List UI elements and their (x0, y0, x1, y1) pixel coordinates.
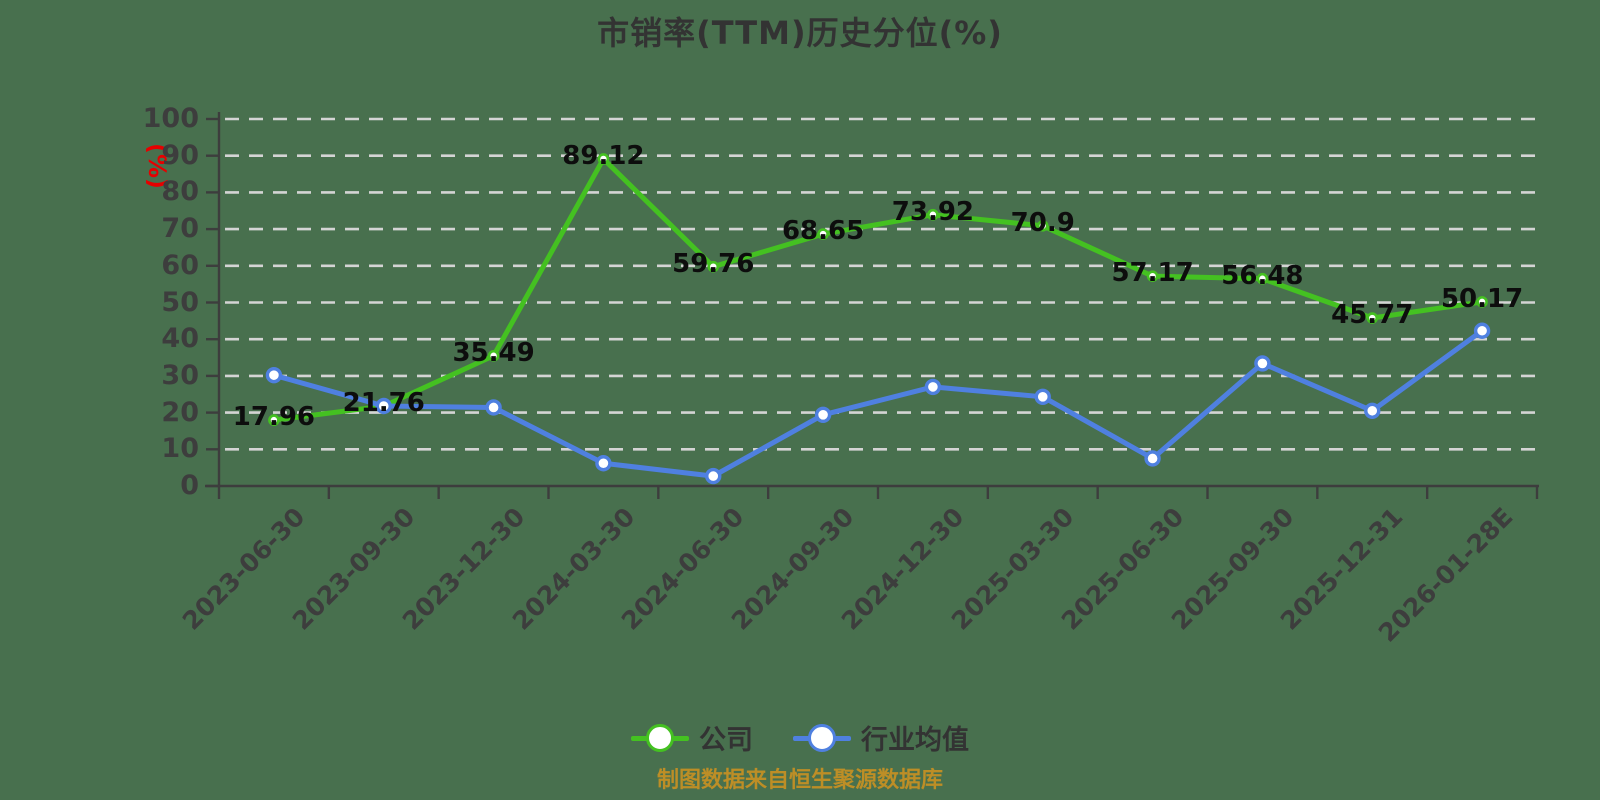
industry-point (705, 467, 722, 485)
value-label: 21.76 (342, 388, 425, 419)
value-label: 68.65 (781, 216, 865, 247)
company-point (1256, 272, 1269, 285)
company-point (927, 208, 939, 221)
y-tick-label: 100 (142, 103, 199, 134)
legend-item-company[interactable]: 公司 (631, 718, 753, 757)
company-point (487, 349, 500, 362)
industry-series-marker-icon (793, 723, 851, 753)
company-point (817, 228, 829, 240)
industry-point (265, 366, 283, 384)
legend-item-industry-average[interactable]: 行业均值 (793, 718, 969, 757)
y-tick-label: 60 (161, 249, 199, 281)
chart-title: 市销率(TTM)历史分位(%) (597, 14, 1003, 52)
y-tick-label: 10 (161, 433, 199, 465)
value-label: 17.96 (232, 402, 316, 433)
value-label: 35.49 (452, 337, 535, 368)
y-tick-label: 90 (161, 139, 199, 171)
company-point (707, 260, 720, 273)
industry-point (375, 397, 392, 415)
company-line (271, 156, 1485, 423)
industry-point (1034, 388, 1051, 406)
y-tick-label: 50 (161, 286, 199, 318)
company-series-marker-icon (631, 723, 689, 753)
value-label: 59.76 (672, 248, 755, 279)
y-tick-label: 0 (180, 470, 199, 501)
industry-point (814, 406, 832, 424)
industry-point (1364, 402, 1381, 419)
industry-point (1473, 322, 1491, 339)
company-point (1146, 270, 1159, 282)
company-point (597, 153, 610, 165)
industry-point (1144, 450, 1161, 467)
company-point (1366, 312, 1379, 324)
legend-label-industry-average: 行业均值 (861, 725, 969, 756)
value-label: 57.17 (1111, 258, 1194, 289)
y-tick-label: 80 (161, 176, 199, 208)
value-label: 56.48 (1221, 260, 1304, 291)
value-label: 45.77 (1331, 300, 1414, 331)
y-tick-label: 30 (161, 359, 199, 391)
legend: 公司 行业均值 (0, 718, 1600, 757)
company-point (1036, 219, 1049, 232)
industry-point (1254, 355, 1271, 372)
company-point (1476, 296, 1488, 308)
legend-label-company: 公司 (699, 725, 753, 756)
industry-point (485, 399, 502, 416)
industry-point (924, 378, 942, 396)
industry-point (595, 455, 612, 472)
industry-line (271, 328, 1485, 479)
value-label: 70.9 (1010, 207, 1075, 238)
data-source-note: 制图数据来自恒生聚源数据库 (656, 768, 943, 793)
y-tick-label: 20 (161, 396, 199, 428)
y-tick-label: 70 (161, 213, 199, 245)
y-tick-label: 40 (161, 323, 199, 355)
company-point (268, 414, 280, 426)
value-label: 50.17 (1440, 283, 1524, 314)
value-label: 73.92 (891, 196, 975, 227)
value-label: 89.12 (562, 140, 645, 171)
